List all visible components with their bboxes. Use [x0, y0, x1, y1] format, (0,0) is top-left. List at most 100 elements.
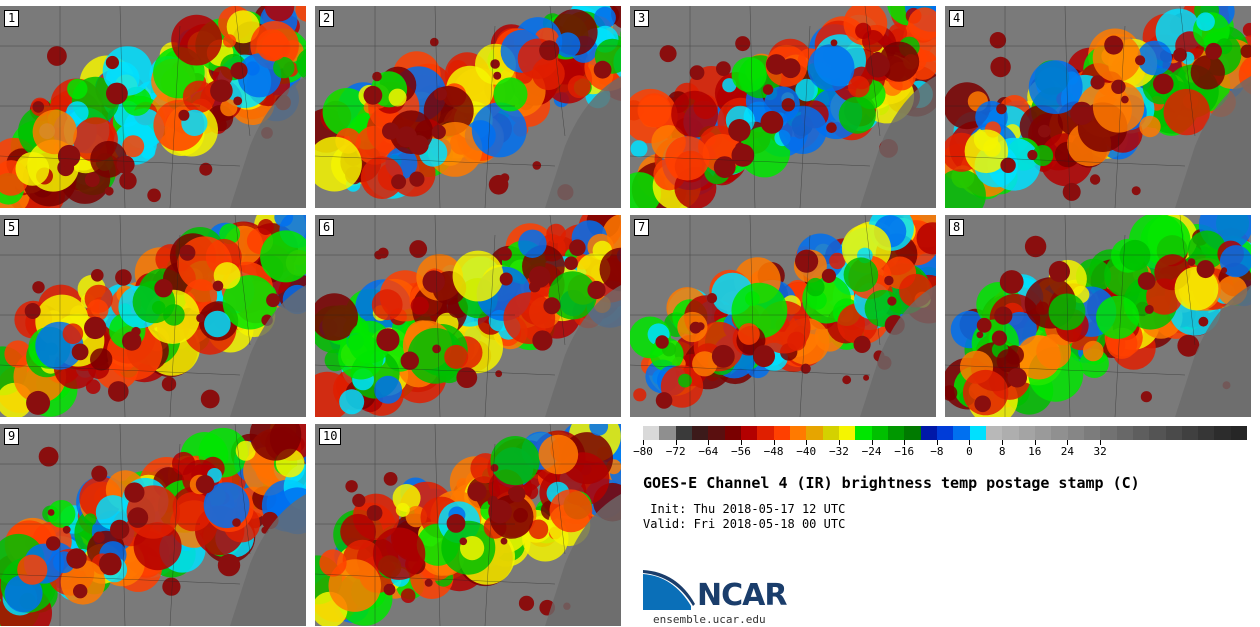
colorbar-tick-label: 24	[1060, 445, 1075, 458]
colorbar-tick-label: −24	[861, 445, 882, 458]
colorbar-swatch	[1051, 426, 1068, 440]
ir-map-image	[945, 6, 1251, 208]
figure-title: GOES-E Channel 4 (IR) brightness temp po…	[643, 474, 1140, 492]
colorbar-swatch	[1116, 426, 1133, 440]
colorbar-swatch	[1230, 426, 1248, 440]
ir-map-image	[0, 215, 306, 417]
colorbar-swatch	[1083, 426, 1101, 440]
panel-number: 3	[634, 10, 650, 27]
colorbar-swatch	[757, 426, 774, 440]
colorbar-tick-label: −48	[763, 445, 784, 458]
colorbar-tick-mark	[936, 440, 938, 445]
panel-10: 10	[315, 424, 621, 626]
colorbar-swatch	[724, 426, 741, 440]
colorbar-swatch	[675, 426, 692, 440]
panel-3: 3	[630, 6, 936, 208]
colorbar	[643, 426, 1248, 440]
colorbar-tick-mark	[806, 440, 808, 445]
colorbar-swatch	[1181, 426, 1199, 440]
colorbar-tick-label: 16	[1028, 445, 1042, 458]
colorbar-swatch	[920, 426, 937, 440]
colorbar-tick-mark	[904, 440, 906, 445]
colorbar-tick-label: 0	[966, 445, 973, 458]
colorbar-swatch	[936, 426, 954, 440]
ir-map-image	[945, 215, 1251, 417]
colorbar-swatch	[855, 426, 872, 440]
colorbar-swatch	[740, 426, 758, 440]
ncar-logo-text: NCAR	[697, 578, 787, 613]
panel-4: 4	[945, 6, 1251, 208]
colorbar-tick-mark	[643, 440, 644, 445]
colorbar-tick-label: 32	[1093, 445, 1107, 458]
colorbar-swatch	[806, 426, 823, 440]
ir-map-image	[315, 6, 621, 208]
panel-number: 2	[319, 10, 335, 27]
ensemble-url: ensemble.ucar.edu	[653, 613, 766, 626]
colorbar-swatch	[822, 426, 839, 440]
colorbar-swatch	[1165, 426, 1182, 440]
ir-map-image	[0, 424, 306, 626]
colorbar-tick-mark	[871, 440, 873, 445]
colorbar-swatch	[1002, 426, 1019, 440]
colorbar-swatch	[643, 426, 660, 440]
colorbar-tick-mark	[708, 440, 710, 445]
ir-map-image	[315, 424, 621, 626]
colorbar-tick-label: −32	[828, 445, 849, 458]
colorbar-swatch	[708, 426, 725, 440]
colorbar-swatch	[969, 426, 986, 440]
colorbar-swatch	[1034, 426, 1052, 440]
colorbar-tick-label: −40	[796, 445, 817, 458]
colorbar-tick-mark	[675, 440, 677, 445]
colorbar-swatch	[953, 426, 970, 440]
panel-2: 2	[315, 6, 621, 208]
panel-number: 8	[949, 219, 965, 236]
valid-time: Valid: Fri 2018-05-18 00 UTC	[643, 517, 846, 531]
ir-map-image	[0, 6, 306, 208]
colorbar-tick-label: −72	[665, 445, 686, 458]
colorbar-tick-mark	[1002, 440, 1004, 445]
ir-map-image	[315, 215, 621, 417]
colorbar-tick-mark	[969, 440, 971, 445]
colorbar-swatch	[1018, 426, 1035, 440]
panel-1: 1	[0, 6, 306, 208]
colorbar-swatch	[1149, 426, 1166, 440]
colorbar-swatch	[773, 426, 790, 440]
colorbar-swatch	[985, 426, 1003, 440]
colorbar-swatch	[1100, 426, 1117, 440]
ncar-logo-icon	[643, 570, 695, 610]
colorbar-tick-label: −16	[894, 445, 915, 458]
colorbar-tick-label: −64	[698, 445, 719, 458]
panel-8: 8	[945, 215, 1251, 417]
colorbar-tick-mark	[1067, 440, 1069, 445]
colorbar-swatch	[1067, 426, 1084, 440]
panel-number: 9	[4, 428, 20, 445]
panel-7: 7	[630, 215, 936, 417]
panel-9: 9	[0, 424, 306, 626]
colorbar-swatch	[1214, 426, 1231, 440]
colorbar-swatch	[1132, 426, 1150, 440]
panel-number: 1	[4, 10, 20, 27]
panel-number: 7	[634, 219, 650, 236]
colorbar-swatch	[789, 426, 807, 440]
init-time: Init: Thu 2018-05-17 12 UTC	[643, 502, 846, 516]
panel-number: 4	[949, 10, 965, 27]
colorbar-swatch	[904, 426, 921, 440]
panel-number: 5	[4, 219, 20, 236]
panel-number: 10	[319, 428, 342, 445]
colorbar-tick-mark	[838, 440, 840, 445]
colorbar-swatch	[838, 426, 856, 440]
colorbar-tick-mark	[773, 440, 775, 445]
colorbar-tick-label: −8	[930, 445, 944, 458]
colorbar-swatch	[871, 426, 888, 440]
colorbar-swatch	[1198, 426, 1215, 440]
panel-6: 6	[315, 215, 621, 417]
colorbar-swatch	[691, 426, 709, 440]
colorbar-tick-label: −56	[731, 445, 751, 458]
panel-5: 5	[0, 215, 306, 417]
colorbar-tick-label: 8	[998, 445, 1006, 458]
colorbar-tick-mark	[1100, 440, 1102, 445]
colorbar-tick-mark	[1034, 440, 1036, 445]
colorbar-tick-mark	[740, 440, 742, 445]
ir-map-image	[630, 6, 936, 208]
colorbar-ticks: −80 −72 −64 −56 −48 −40 −32 −24 −16 −8 0 8 16 24 32	[633, 440, 1247, 460]
